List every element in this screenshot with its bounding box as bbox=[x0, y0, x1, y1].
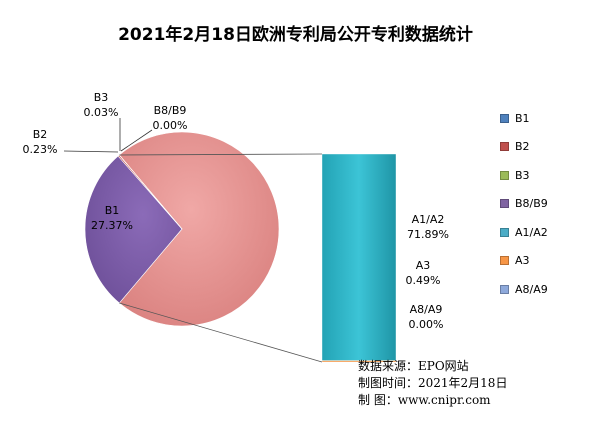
slice-label-b1-value: 27.37% bbox=[91, 219, 133, 232]
leader-b8b9 bbox=[120, 129, 153, 152]
slice-label-b1-name: B1 bbox=[104, 204, 120, 217]
source-line-date: 制图时间：2021年2月18日 bbox=[358, 376, 508, 390]
bar-label-a3: A3 0.49% bbox=[398, 258, 448, 288]
bar-label-a8a9-value: 0.00% bbox=[408, 318, 444, 331]
legend-swatch-b1 bbox=[500, 113, 509, 123]
legend-swatch-b3 bbox=[500, 170, 509, 180]
legend-swatch-a1a2 bbox=[500, 227, 509, 237]
legend-swatch-b2 bbox=[500, 142, 509, 152]
legend-label-b2: B2 bbox=[515, 140, 530, 154]
legend-item-b2: B2 bbox=[500, 139, 548, 155]
source-line-data: 数据来源：EPO网站 bbox=[358, 359, 469, 373]
bar-label-a3-name: A3 bbox=[415, 259, 431, 272]
slice-label-b1: B1 27.37% bbox=[82, 203, 142, 233]
connector-bottom bbox=[119, 302, 323, 363]
bar-segment-a1a2 bbox=[321, 153, 397, 361]
legend-item-b1: B1 bbox=[500, 110, 548, 126]
legend-label-b3: B3 bbox=[515, 168, 530, 182]
pie-slice-b3 bbox=[118, 154, 183, 230]
chart-title: 2021年2月18日欧洲专利局公开专利数据统计 bbox=[118, 25, 473, 45]
slice-label-b8b9-name: B8/B9 bbox=[153, 104, 187, 117]
slice-label-b2: B2 0.23% bbox=[17, 127, 63, 157]
slice-label-b3-value: 0.03% bbox=[83, 106, 119, 119]
bar-segment-a3 bbox=[321, 360, 397, 363]
legend-label-a3: A3 bbox=[515, 254, 530, 268]
legend-item-a3: A3 bbox=[500, 253, 548, 269]
bar-label-a1a2-value: 71.89% bbox=[407, 228, 449, 241]
leader-b2 bbox=[63, 150, 119, 153]
pie-slice-b1 bbox=[84, 155, 183, 304]
legend-swatch-a3 bbox=[500, 256, 509, 266]
legend-item-b8b9: B8/B9 bbox=[500, 196, 548, 212]
slice-label-b3: B3 0.03% bbox=[78, 90, 124, 120]
legend: B1 B2 B3 B8/B9 A1/A2 A3 A8/A9 bbox=[500, 110, 548, 310]
slice-label-b3-name: B3 bbox=[93, 91, 109, 104]
legend-swatch-b8b9 bbox=[500, 199, 509, 209]
legend-label-b8b9: B8/B9 bbox=[515, 197, 548, 211]
legend-label-b1: B1 bbox=[515, 111, 530, 125]
pie-slice-other bbox=[118, 131, 280, 327]
source-info: 数据来源：EPO网站 制图时间：2021年2月18日 制 图：www.cnipr… bbox=[358, 358, 507, 409]
legend-label-a8a9: A8/A9 bbox=[515, 283, 548, 297]
legend-item-b3: B3 bbox=[500, 167, 548, 183]
bar-label-a8a9-name: A8/A9 bbox=[409, 303, 443, 316]
slice-label-b2-value: 0.23% bbox=[22, 143, 58, 156]
bar-label-a3-value: 0.49% bbox=[405, 274, 441, 287]
slice-label-b8b9: B8/B9 0.00% bbox=[140, 103, 200, 133]
slice-label-b2-name: B2 bbox=[32, 128, 48, 141]
legend-swatch-a8a9 bbox=[500, 285, 509, 295]
legend-item-a8a9: A8/A9 bbox=[500, 282, 548, 298]
bar-label-a8a9: A8/A9 0.00% bbox=[398, 302, 454, 332]
legend-item-a1a2: A1/A2 bbox=[500, 224, 548, 240]
source-line-maker: 制 图：www.cnipr.com bbox=[358, 393, 491, 407]
legend-label-a1a2: A1/A2 bbox=[515, 225, 548, 239]
bar-label-a1a2: A1/A2 71.89% bbox=[398, 212, 458, 242]
connector-top bbox=[119, 153, 323, 156]
bar-label-a1a2-name: A1/A2 bbox=[411, 213, 445, 226]
slice-label-b8b9-value: 0.00% bbox=[152, 119, 188, 132]
